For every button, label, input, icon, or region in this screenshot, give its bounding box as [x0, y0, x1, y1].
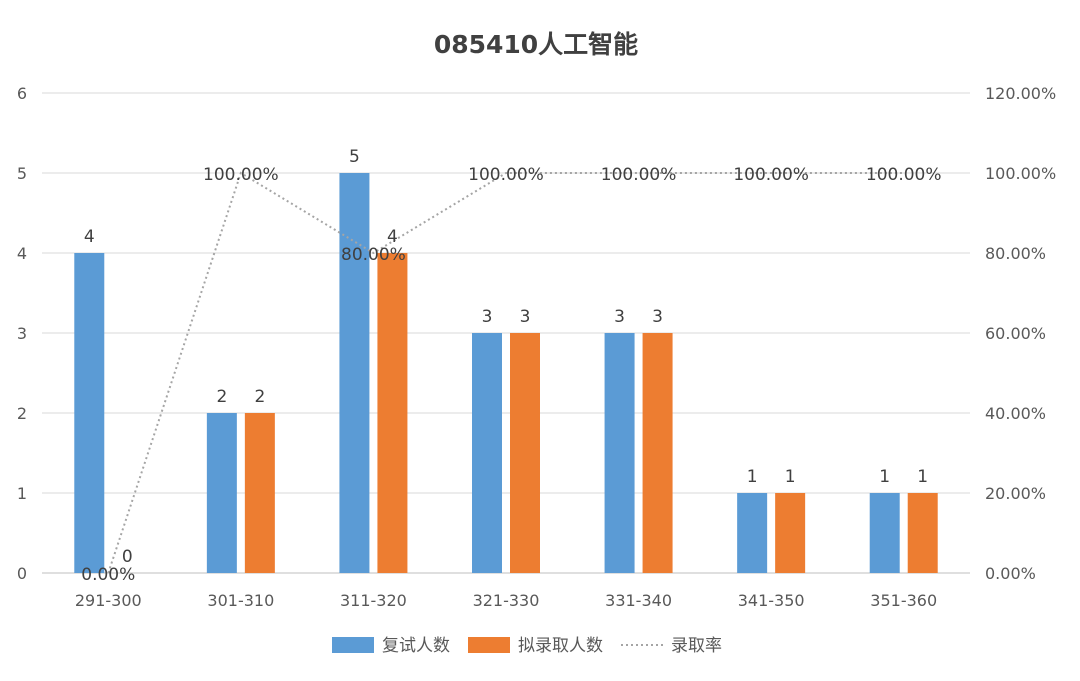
legend-label: 拟录取人数: [518, 636, 603, 656]
y-left-tick: 3: [17, 324, 27, 343]
bar-admitted: [775, 493, 806, 573]
rate-line-path: [107, 171, 904, 574]
bar-admitted: [642, 333, 673, 573]
chart-title: 085410人工智能: [434, 30, 638, 59]
x-tick: 291-300: [75, 591, 142, 610]
bar-value-label: 5: [349, 147, 360, 167]
rate-value-label: 100.00%: [866, 165, 942, 185]
bar-retest: [74, 253, 105, 573]
bar-admitted: [510, 333, 540, 573]
bar-retest: [472, 333, 502, 573]
bar-retest: [869, 493, 900, 573]
y-right-tick: 100.00%: [985, 164, 1056, 183]
y-left-tick: 6: [17, 84, 27, 103]
data-labels: 4 2 5 3 3 1 1 0 2 4 3 3 1 1 0.00% 100.00% 80.00% 100.00% 1…: [81, 147, 941, 585]
legend-swatch: [468, 637, 510, 653]
rate-value-label: 100.00%: [733, 165, 809, 185]
y-left-tick: 0: [17, 564, 27, 583]
y-right-tick: 120.00%: [985, 84, 1056, 103]
bar-admitted: [377, 253, 408, 573]
bar-retest: [339, 173, 370, 573]
bar-value-label: 3: [520, 307, 531, 327]
legend-label: 录取率: [671, 636, 722, 656]
y-left-tick: 5: [17, 164, 27, 183]
bar-admitted: [907, 493, 938, 573]
x-tick: 351-360: [870, 591, 937, 610]
bar-retest: [737, 493, 768, 573]
y-right-tick: 40.00%: [985, 404, 1046, 423]
bars: [74, 173, 938, 573]
y-right-tick: 80.00%: [985, 244, 1046, 263]
x-tick: 301-310: [207, 591, 274, 610]
bar-value-label: 3: [614, 307, 625, 327]
y-left-tick: 2: [17, 404, 27, 423]
bar-value-label: 0: [122, 547, 133, 567]
x-tick: 321-330: [473, 591, 540, 610]
legend-swatch: [332, 637, 374, 653]
bar-value-label: 4: [387, 227, 398, 247]
bar-retest: [206, 413, 237, 573]
rate-value-label: 80.00%: [341, 245, 406, 265]
bar-value-label: 1: [879, 467, 890, 487]
right-axis: 0.00% 20.00% 40.00% 60.00% 80.00% 100.00% 120.…: [985, 84, 1056, 583]
y-right-tick: 60.00%: [985, 324, 1046, 343]
bar-value-label: 1: [917, 467, 928, 487]
rate-value-label: 100.00%: [203, 165, 279, 185]
bar-retest: [604, 333, 635, 573]
bar-value-label: 4: [84, 227, 95, 247]
bar-admitted: [244, 413, 275, 573]
bar-value-label: 3: [482, 307, 493, 327]
bar-value-label: 2: [254, 387, 265, 407]
y-right-tick: 20.00%: [985, 484, 1046, 503]
y-right-tick: 0.00%: [985, 564, 1036, 583]
x-axis: 291-300 301-310 311-320 321-330 331-340 341-3…: [75, 591, 937, 610]
legend: 复试人数 拟录取人数 录取率: [332, 636, 722, 656]
rate-value-label: 100.00%: [601, 165, 677, 185]
left-axis: 0 1 2 3 4 5 6: [17, 84, 27, 583]
legend-label: 复试人数: [382, 636, 450, 656]
rate-value-label: 100.00%: [468, 165, 544, 185]
bar-value-label: 3: [652, 307, 663, 327]
bar-value-label: 1: [747, 467, 758, 487]
x-tick: 341-350: [738, 591, 805, 610]
bar-value-label: 1: [785, 467, 796, 487]
y-left-tick: 4: [17, 244, 27, 263]
rate-line: [107, 171, 904, 574]
bar-value-label: 2: [216, 387, 227, 407]
rate-value-label: 0.00%: [81, 565, 135, 585]
x-tick: 331-340: [605, 591, 672, 610]
x-tick: 311-320: [340, 591, 407, 610]
y-left-tick: 1: [17, 484, 27, 503]
